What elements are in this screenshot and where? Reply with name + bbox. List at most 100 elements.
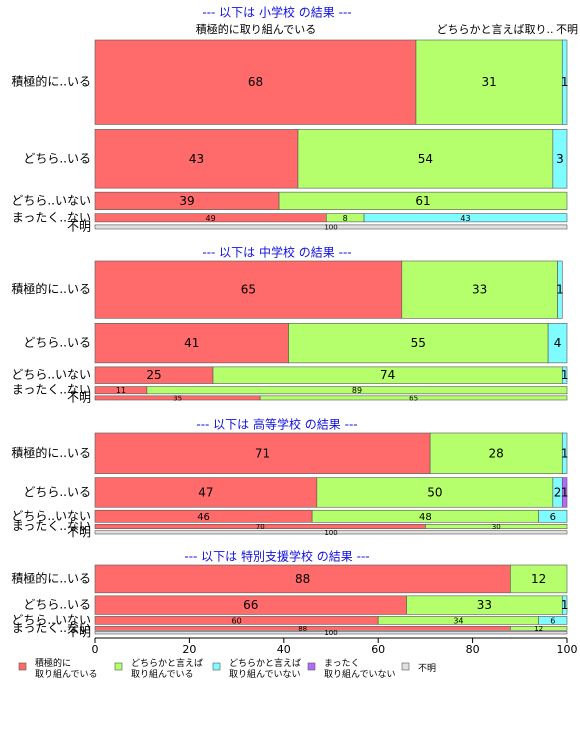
- bar-segment: [94, 530, 568, 535]
- value-label: 48: [419, 512, 432, 523]
- legend-label: 取り組んでいない: [229, 668, 301, 680]
- row-label: 不明: [67, 390, 91, 404]
- value-label: 43: [189, 152, 204, 166]
- row-label: どちら..いない: [11, 613, 91, 627]
- value-label: 55: [411, 336, 426, 350]
- value-label: 12: [531, 572, 546, 586]
- bar-row: まったく..ない 70 30: [12, 519, 568, 533]
- value-label: 61: [415, 194, 430, 208]
- row-label: 積極的に..いる: [11, 74, 91, 89]
- x-tick-label: 0: [92, 643, 99, 656]
- value-label: 43: [460, 214, 470, 223]
- value-label: 12: [534, 625, 543, 633]
- value-label: 1: [561, 598, 569, 612]
- bar-row: 不明 100: [67, 219, 568, 233]
- legend-label: 取り組んでいる: [35, 668, 98, 680]
- row-label: 不明: [67, 625, 91, 639]
- value-label: 74: [380, 368, 395, 382]
- bar-row: 積極的に..いる 68 31 1: [11, 39, 568, 125]
- row-label: まったく..ない: [12, 621, 91, 635]
- value-label: 1: [561, 368, 569, 382]
- bar-row: どちら..いる 47 50 2 1: [23, 477, 568, 508]
- bar-row: まったく..ない 88 12: [12, 621, 568, 635]
- value-label: 2: [554, 485, 562, 499]
- bar-row: 不明 35 65: [67, 390, 568, 404]
- row-label: どちら..いる: [23, 336, 91, 350]
- legend-swatch: [212, 662, 221, 671]
- x-tick-label: 100: [557, 643, 578, 656]
- value-label: 25: [146, 368, 161, 382]
- bar-segment: [557, 260, 563, 319]
- legend-label: 取り組んでいない: [324, 668, 396, 680]
- bar-row: どちら..いる 41 55 4: [23, 322, 568, 364]
- bar-row: 不明 100: [67, 625, 568, 639]
- bar-segment: [561, 39, 568, 125]
- value-label: 1: [561, 446, 569, 460]
- value-label: 35: [173, 394, 182, 402]
- bar-row: 積極的に..いる 88 12: [11, 564, 568, 594]
- value-label: 65: [241, 283, 256, 297]
- value-label: 100: [324, 529, 337, 537]
- value-label: 28: [489, 446, 504, 460]
- value-label: 66: [243, 598, 258, 612]
- bar-segment: [146, 386, 568, 395]
- value-label: 68: [248, 75, 263, 89]
- top-label-1: どちらかと言えば取り..: [437, 23, 554, 36]
- legend-item: 不明: [401, 662, 436, 674]
- bar-segment: [561, 477, 568, 508]
- bar-row: まったく..ない 49 8 43: [12, 210, 568, 224]
- section-title: --- 以下は 特別支援学校 の結果 ---: [184, 549, 369, 564]
- bar-segment: [363, 213, 568, 223]
- value-label: 54: [418, 152, 433, 166]
- row-label: どちら..いない: [11, 193, 91, 207]
- bar-segment: [415, 39, 563, 125]
- legend-swatch: [114, 662, 123, 671]
- value-label: 8: [343, 214, 348, 223]
- legend-item: 積極的に取り組んでいる: [18, 657, 98, 680]
- legend-label: 積極的に: [35, 657, 71, 669]
- bar-segment: [561, 432, 568, 474]
- legend-swatch: [307, 662, 316, 671]
- value-label: 30: [492, 523, 501, 531]
- value-label: 4: [554, 336, 562, 350]
- value-label: 6: [550, 512, 556, 523]
- bar-segment: [510, 564, 568, 594]
- section-title: --- 以下は 小学校 の結果 ---: [202, 5, 351, 20]
- bar-row: どちら..いない 46 48 6: [11, 509, 568, 523]
- bar-segment: [561, 595, 568, 615]
- bar-segment: [297, 129, 554, 189]
- row-label: どちら..いる: [23, 151, 91, 165]
- row-label: 積極的に..いる: [11, 281, 91, 296]
- section-title: --- 以下は 中学校 の結果 ---: [202, 245, 351, 260]
- bar-segment: [316, 477, 554, 508]
- value-label: 88: [298, 625, 307, 633]
- bar-segment: [401, 260, 558, 319]
- x-tick-label: 20: [182, 643, 196, 656]
- row-label: どちら..いる: [23, 485, 91, 499]
- bar-segment: [259, 395, 568, 401]
- row-label: 積極的に..いる: [11, 445, 91, 460]
- bar-segment: [561, 366, 568, 384]
- bar-segment: [94, 322, 289, 364]
- bar-segment: [94, 564, 511, 594]
- bar-segment: [288, 322, 549, 364]
- value-label: 49: [206, 214, 216, 223]
- x-tick-label: 80: [466, 643, 480, 656]
- bar-row: まったく..ない 11 89: [12, 383, 568, 397]
- bar-row: どちら..いる 66 33 1: [23, 595, 569, 615]
- legend-label: 不明: [418, 663, 436, 674]
- row-label: 不明: [67, 219, 91, 233]
- legend-label: まったく: [324, 658, 360, 669]
- value-label: 6: [550, 616, 555, 625]
- value-label: 47: [198, 485, 213, 499]
- value-label: 31: [481, 75, 496, 89]
- value-label: 11: [116, 386, 126, 395]
- top-label-0: 積極的に取り組んでいる: [196, 22, 316, 36]
- value-label: 33: [472, 283, 487, 297]
- value-label: 41: [184, 336, 199, 350]
- row-label: まったく..ない: [12, 210, 91, 224]
- section-2: --- 以下は 高等学校 の結果 ---積極的に..いる 71 28 1どちら..いる…: [11, 417, 568, 539]
- x-tick-label: 40: [277, 643, 291, 656]
